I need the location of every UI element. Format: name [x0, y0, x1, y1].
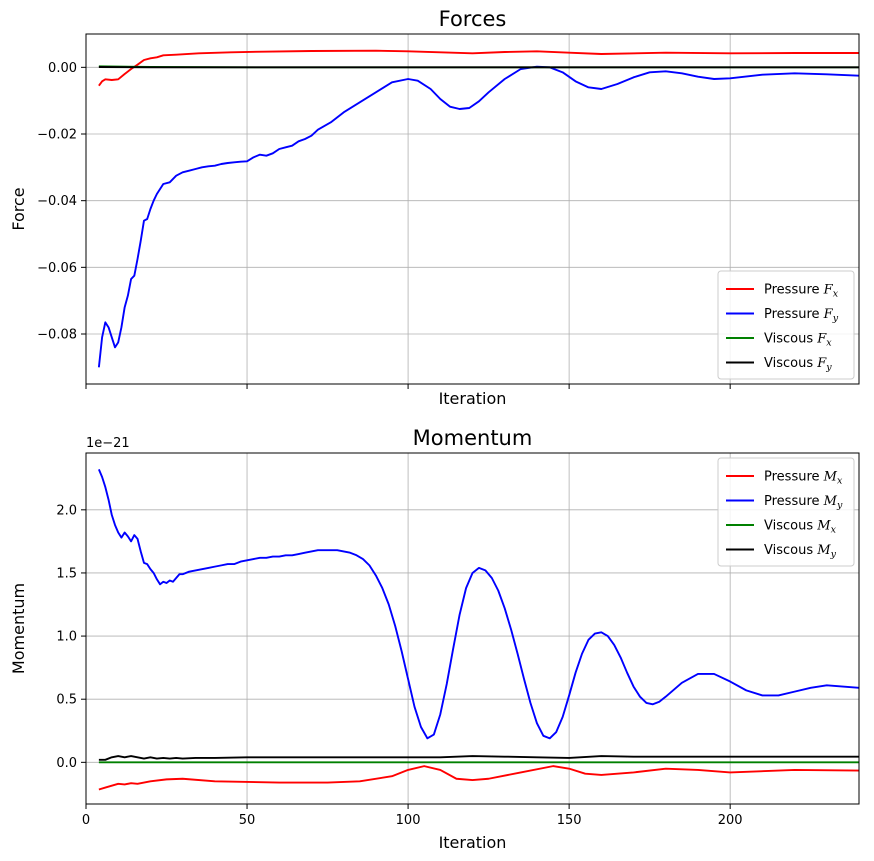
y-tick-label: −0.02: [37, 128, 77, 143]
plot-frame: [85, 452, 860, 805]
legend-label: Pressure Fy: [764, 307, 839, 324]
y-tick-label: 2.0: [56, 503, 77, 518]
legend-label-symbol: M: [816, 519, 831, 534]
legend-label-symbol: M: [816, 543, 831, 558]
legend-label: Viscous Mx: [764, 519, 837, 536]
legend-label-text: Viscous: [764, 543, 817, 558]
legend-label: Viscous Fy: [764, 356, 832, 373]
chart-title: Forces: [439, 7, 507, 31]
y-tick-label: −0.08: [37, 328, 77, 343]
legend-label-subscript: y: [832, 313, 839, 324]
legend-label-symbol: F: [823, 283, 834, 298]
legend-label-symbol: M: [823, 470, 838, 485]
series-group: [98, 469, 859, 791]
legend-label: Pressure Mx: [764, 470, 843, 487]
series-group: [97, 49, 859, 368]
legend-label-text: Pressure: [764, 494, 824, 509]
legend-label-subscript: y: [836, 500, 843, 511]
x-tick-label: 150: [557, 813, 582, 828]
legend-label-subscript: x: [833, 289, 839, 300]
legend-label-subscript: x: [837, 476, 843, 487]
x-tick-label: 200: [718, 813, 743, 828]
x-axis-label: Iteration: [439, 833, 507, 852]
legend-label: Viscous My: [764, 543, 837, 560]
y-tick-label: −0.04: [37, 194, 77, 209]
legend-label-text: Viscous: [764, 519, 817, 534]
legend-label: Viscous Fx: [764, 332, 832, 349]
axis-offset-label: 1e−21: [86, 436, 130, 451]
y-tick-label: 0.5: [56, 693, 77, 708]
legend-label-text: Pressure: [764, 470, 824, 485]
legend-label-text: Pressure: [764, 307, 824, 322]
legend-label-subscript: y: [830, 549, 837, 560]
chart-title: Momentum: [413, 426, 533, 450]
legend-label: Pressure Fx: [764, 283, 839, 300]
legend-label-symbol: F: [816, 332, 827, 347]
legend-label-symbol: F: [816, 356, 827, 371]
y-tick-label: 0.0: [56, 756, 77, 771]
y-tick-label: −0.06: [37, 261, 77, 276]
legend-box: [717, 457, 855, 567]
legend-label-text: Viscous: [764, 356, 817, 371]
y-tick-label: 0.00: [48, 61, 77, 76]
x-tick-label: 100: [396, 813, 421, 828]
legend-label-subscript: y: [825, 362, 832, 373]
x-tick-label: 50: [239, 813, 256, 828]
y-tick-label: 1.5: [56, 566, 77, 581]
y-tick-label: 1.0: [56, 630, 77, 645]
series-line-pressure-my: [98, 469, 859, 740]
legend-label-text: Pressure: [764, 283, 824, 298]
y-axis-label: Force: [9, 187, 28, 230]
x-axis-label: Iteration: [439, 389, 507, 408]
legend-box: [717, 270, 855, 380]
forces-chart: −0.08 −0.06 −0.04 −0.02 0.00 Forces Iteration F…: [9, 7, 860, 408]
x-tick-label: 0: [82, 813, 90, 828]
legend-label: Pressure My: [764, 494, 843, 511]
legend-label-text: Viscous: [764, 332, 817, 347]
series-line-pressure-mx: [98, 765, 859, 791]
legend-label-subscript: x: [826, 338, 832, 349]
momentum-chart: 0 50 100 150 200 0.0 0.5 1.0 1.5 2.0 Momentum Itera…: [9, 426, 860, 852]
legend-label-symbol: M: [823, 494, 838, 509]
y-axis-label: Momentum: [9, 583, 28, 674]
legend-label-symbol: F: [823, 307, 834, 322]
series-line-pressure-fx: [98, 49, 859, 87]
legend-label-subscript: x: [831, 525, 837, 536]
plot-frame: [85, 33, 860, 385]
series-line-pressure-fy: [97, 65, 859, 368]
series-line-viscous-my: [98, 755, 859, 761]
